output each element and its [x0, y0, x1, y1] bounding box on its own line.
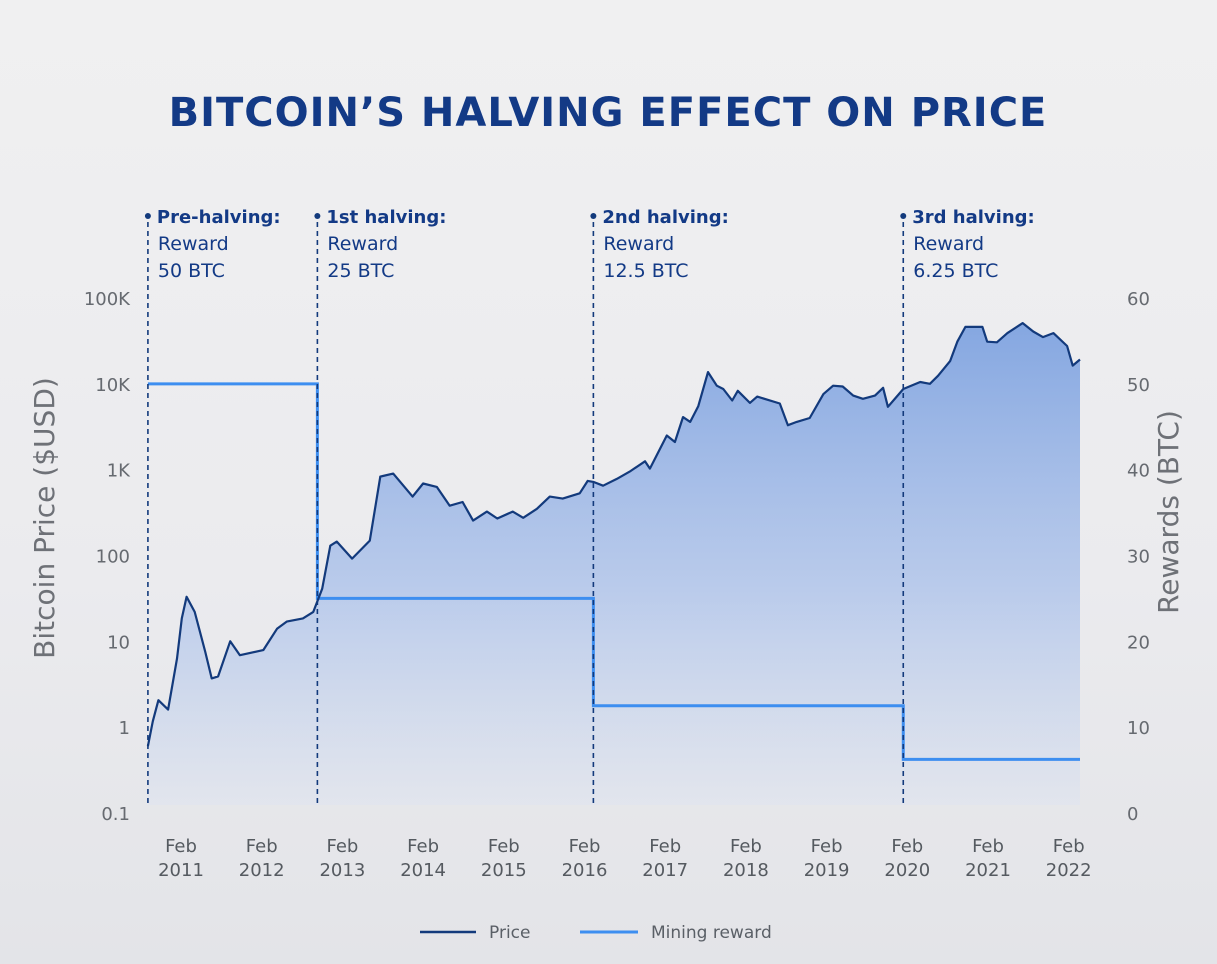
halving-reward-label: Reward [603, 233, 674, 255]
y-tick-label: 1K [107, 461, 131, 482]
y2-tick-label: 40 [1127, 461, 1150, 482]
halving-annotations: Pre-halving: Reward 50 BTC 1st halving: Rewa… [144, 207, 1035, 805]
left-axis-title: Bitcoin Price ($USD) [28, 377, 61, 659]
y2-tick-label: 20 [1127, 632, 1150, 653]
legend-price-label: Price [489, 923, 530, 943]
chart-title: BITCOIN’S HALVING EFFECT ON PRICE [169, 90, 1048, 136]
x-tick-year: 2020 [884, 860, 930, 881]
x-axis-ticks: Feb 2011 Feb 2012 Feb 2013 Feb 2014 Feb 2015 Feb 20… [158, 836, 1092, 881]
x-tick-year: 2017 [642, 860, 688, 881]
x-tick-month: Feb [165, 836, 197, 857]
halving-reward-value: 12.5 BTC [603, 260, 688, 282]
x-tick-year: 2021 [965, 860, 1011, 881]
halving-label: 2nd halving: [602, 207, 728, 228]
x-tick-month: Feb [649, 836, 681, 857]
x-tick-year: 2013 [319, 860, 365, 881]
halving-label: 1st halving: [326, 207, 446, 228]
x-tick-year: 2014 [400, 860, 446, 881]
x-tick-month: Feb [972, 836, 1004, 857]
x-tick-year: 2011 [158, 860, 204, 881]
mining-reward-line [147, 382, 1080, 761]
halving-reward-label: Reward [913, 233, 984, 255]
y2-tick-label: 30 [1127, 547, 1150, 568]
legend-reward-label: Mining reward [651, 923, 772, 943]
x-tick-year: 2022 [1046, 860, 1092, 881]
halving-marker-dot [144, 213, 151, 219]
x-tick-month: Feb [1053, 836, 1085, 857]
x-tick-year: 2012 [239, 860, 285, 881]
x-tick-month: Feb [246, 836, 278, 857]
halving-reward-value: 25 BTC [327, 260, 394, 282]
x-tick-year: 2015 [481, 860, 527, 881]
y-tick-label: 0.1 [101, 804, 130, 825]
halving-reward-label: Reward [327, 233, 398, 255]
right-axis-title: Rewards (BTC) [1152, 410, 1185, 614]
x-tick-year: 2016 [562, 860, 608, 881]
y2-tick-label: 0 [1127, 804, 1138, 825]
x-tick-month: Feb [730, 836, 762, 857]
y-tick-label: 10 [107, 632, 130, 653]
halving-marker-dot [590, 213, 597, 219]
y-tick-label: 1 [119, 718, 130, 739]
price-area-fill [147, 323, 1080, 805]
x-tick-month: Feb [569, 836, 601, 857]
y2-tick-label: 10 [1127, 718, 1150, 739]
x-tick-month: Feb [326, 836, 358, 857]
halving-label: 3rd halving: [912, 207, 1034, 228]
y-tick-label: 10K [95, 375, 131, 396]
x-tick-year: 2018 [723, 860, 769, 881]
right-axis-ticks: 0 10 20 30 40 50 60 [1127, 289, 1150, 825]
x-tick-month: Feb [407, 836, 439, 857]
halving-reward-value: 6.25 BTC [913, 260, 998, 282]
halving-reward-value: 50 BTC [158, 260, 225, 282]
x-tick-month: Feb [891, 836, 923, 857]
price-line [146, 322, 1081, 747]
x-tick-year: 2019 [804, 860, 850, 881]
y-tick-label: 100 [96, 547, 130, 568]
legend: Price Mining reward [420, 923, 772, 943]
y2-tick-label: 50 [1127, 375, 1150, 396]
halving-marker-dot [900, 213, 907, 219]
x-tick-month: Feb [811, 836, 843, 857]
y-tick-label: 100K [84, 289, 131, 310]
halving-label: Pre-halving: [157, 207, 281, 228]
plot-area [146, 322, 1081, 805]
halving-marker-dot [314, 213, 321, 219]
halving-reward-label: Reward [158, 233, 229, 255]
y2-tick-label: 60 [1127, 289, 1150, 310]
left-axis-ticks: 0.1 1 10 100 1K 10K 100K [84, 289, 131, 825]
x-tick-month: Feb [488, 836, 520, 857]
